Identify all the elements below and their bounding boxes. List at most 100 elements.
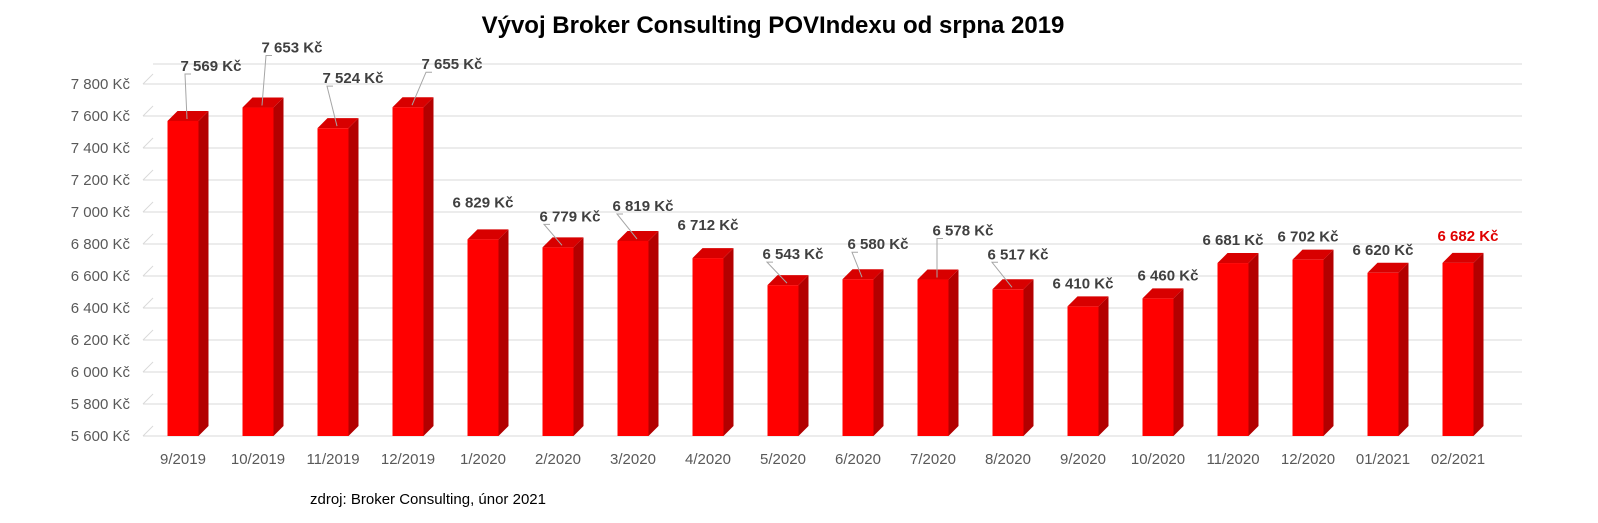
gridline-depth	[142, 105, 154, 117]
bar-front	[542, 247, 574, 436]
bar-front	[167, 120, 199, 437]
bar-top	[467, 229, 509, 240]
leader-line	[936, 238, 943, 278]
data-label: 6 620 Kč	[1353, 242, 1414, 259]
data-label: 6 829 Kč	[453, 194, 514, 211]
bar	[767, 275, 809, 436]
bar-side	[1398, 262, 1409, 436]
gridline-depth	[142, 169, 154, 181]
gridline-depth	[142, 233, 154, 245]
x-category-label: 11/2020	[1206, 451, 1259, 468]
data-label: 6 543 Kč	[763, 246, 824, 263]
x-category-label: 9/2019	[160, 451, 206, 468]
bar-side	[423, 97, 434, 436]
bar-side	[273, 97, 284, 437]
bar-top	[1292, 249, 1334, 260]
bar	[542, 237, 584, 436]
bar-front	[1142, 298, 1174, 436]
x-category-label: 4/2020	[685, 451, 731, 468]
x-category-label: 10/2019	[231, 451, 285, 468]
leader-line	[990, 261, 1013, 288]
data-label: 6 779 Kč	[540, 208, 601, 225]
bar-front	[467, 239, 499, 436]
leader-line	[261, 55, 272, 106]
y-tick-label: 6 400 Kč	[71, 300, 131, 317]
bar-front	[992, 289, 1024, 436]
gridline-depth	[142, 73, 154, 85]
bar-front	[392, 107, 424, 436]
bar-side	[1173, 288, 1184, 436]
bar-top	[1067, 296, 1109, 307]
bar-front	[1067, 306, 1099, 436]
y-tick-label: 7 200 Kč	[71, 172, 131, 189]
leader-line	[326, 85, 338, 127]
bar-side	[723, 248, 734, 436]
bar-side	[1323, 249, 1334, 436]
bar	[842, 269, 884, 436]
data-label: 6 712 Kč	[678, 217, 739, 234]
x-axis-category-labels: 9/2019 10/2019 11/2019 12/2019 1/2020 2/2020 3…	[160, 451, 1485, 468]
gridlines	[142, 63, 1522, 437]
data-label: 6 580 Kč	[848, 236, 909, 253]
x-category-label: 6/2020	[835, 451, 881, 468]
leader-line	[184, 73, 191, 119]
bar-side	[1248, 253, 1259, 436]
gridline-depth	[142, 361, 154, 373]
x-category-label: 3/2020	[610, 451, 656, 468]
leader-lines	[184, 55, 1013, 288]
x-category-label: 7/2020	[910, 451, 956, 468]
bar-front	[1217, 263, 1249, 436]
bar-front	[842, 279, 874, 436]
bar-front	[1292, 259, 1324, 436]
bar	[242, 97, 284, 437]
bar-side	[573, 237, 584, 436]
bar-side	[198, 110, 209, 437]
y-tick-label: 6 000 Kč	[71, 364, 131, 381]
x-category-label: 5/2020	[760, 451, 806, 468]
bar	[392, 97, 434, 436]
bar-side	[498, 229, 509, 436]
x-category-label: 01/2021	[1356, 451, 1410, 468]
bar	[1367, 262, 1409, 436]
gridline-depth	[142, 137, 154, 149]
bar-side	[1098, 296, 1109, 436]
x-category-label: 02/2021	[1431, 451, 1485, 468]
y-tick-label: 5 800 Kč	[71, 396, 131, 413]
bar-side	[648, 230, 659, 436]
bar-top	[1367, 262, 1409, 273]
x-category-label: 10/2020	[1131, 451, 1185, 468]
data-label: 6 410 Kč	[1053, 275, 1114, 292]
y-tick-label: 6 600 Kč	[71, 268, 131, 285]
bar-top	[242, 97, 284, 108]
y-tick-label: 7 000 Kč	[71, 204, 131, 221]
bar-front	[917, 279, 949, 436]
bar-top	[1217, 253, 1259, 264]
data-label: 6 460 Kč	[1138, 267, 1199, 284]
bar-front	[1442, 262, 1474, 436]
bar-top	[167, 110, 209, 121]
bar-top	[767, 275, 809, 286]
bar-side	[1473, 252, 1484, 436]
bar-top	[317, 118, 359, 129]
y-tick-label: 6 200 Kč	[71, 332, 131, 349]
bar	[1442, 252, 1484, 436]
bar-front	[692, 258, 724, 436]
gridline-depth	[142, 425, 154, 437]
bar	[617, 230, 659, 436]
bar-top	[692, 248, 734, 259]
leader-line	[411, 71, 432, 106]
bar-top	[617, 230, 659, 241]
x-category-label: 2/2020	[535, 451, 581, 468]
bar-top	[992, 279, 1034, 290]
bar-front	[242, 107, 274, 437]
data-label: 7 569 Kč	[181, 58, 242, 75]
bar	[692, 248, 734, 436]
x-category-label: 12/2019	[381, 451, 435, 468]
x-category-label: 12/2020	[1281, 451, 1335, 468]
bar	[917, 269, 959, 436]
bar	[1142, 288, 1184, 436]
x-category-label: 11/2019	[306, 451, 359, 468]
gridline-depth	[142, 393, 154, 405]
